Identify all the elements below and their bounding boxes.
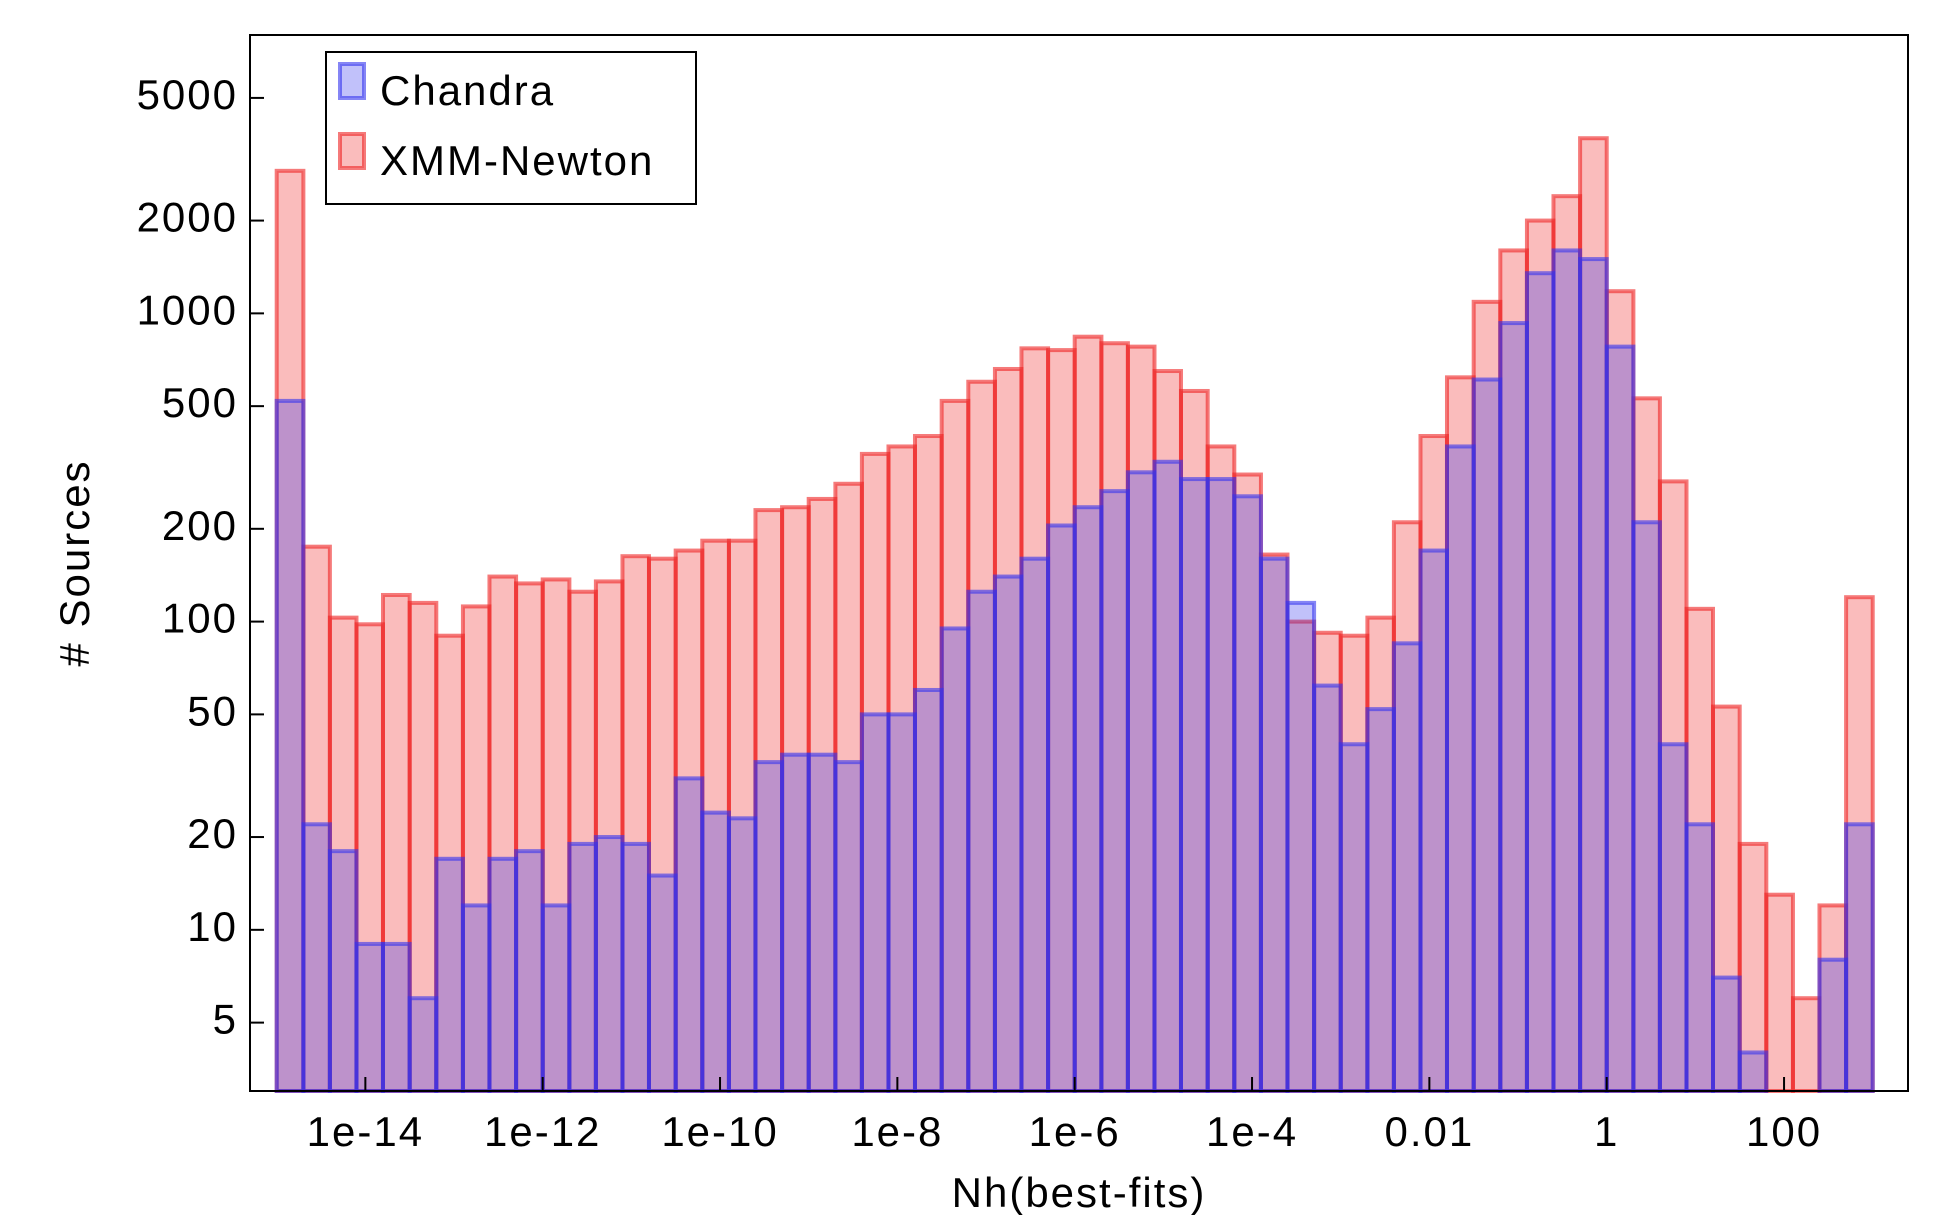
bar: [1312, 683, 1343, 1093]
bar: [806, 752, 838, 1093]
bar: [1391, 641, 1423, 1093]
plot-frame: [249, 34, 1909, 1092]
bar: [1578, 257, 1609, 1094]
y-tick-label: 200: [162, 502, 238, 549]
bar: [487, 856, 519, 1094]
x-tick-label: 0.01: [1385, 1108, 1475, 1155]
bar: [593, 835, 625, 1094]
bar: [1046, 523, 1077, 1093]
legend-frame: [325, 51, 697, 205]
y-tick-label: 5: [213, 996, 238, 1043]
bar: [1152, 459, 1183, 1094]
bar: [1232, 494, 1263, 1093]
bar: [327, 849, 359, 1093]
x-tick-label: 1e-10: [661, 1108, 778, 1155]
bar: [886, 712, 917, 1094]
bar: [859, 712, 891, 1094]
bar: [1764, 892, 1795, 1093]
bar: [1790, 996, 1822, 1094]
bar: [673, 776, 705, 1094]
y-tick-label: 50: [187, 687, 238, 734]
bar: [1338, 742, 1370, 1094]
bar: [700, 810, 731, 1093]
y-tick-label: 20: [187, 810, 238, 857]
bar: [1285, 600, 1317, 1093]
legend-swatch: [338, 62, 366, 100]
bar: [939, 626, 971, 1094]
bar: [460, 903, 492, 1093]
legend-swatch: [338, 132, 366, 170]
bar: [1524, 271, 1556, 1093]
bar: [1444, 444, 1476, 1093]
bar: [1471, 377, 1503, 1093]
bar: [1019, 556, 1051, 1093]
bar: [1684, 606, 1715, 1093]
y-tick-label: 2000: [137, 194, 238, 241]
y-tick-label: 100: [162, 595, 238, 642]
x-tick-label: 100: [1746, 1108, 1822, 1155]
bar: [540, 903, 572, 1093]
y-tick-label: 1000: [137, 286, 238, 333]
y-axis-label: # Sources: [51, 459, 98, 666]
x-tick-label: 1e-4: [1206, 1108, 1298, 1155]
x-tick-label: 1e-14: [307, 1108, 424, 1155]
bar: [354, 941, 385, 1093]
bar: [1604, 344, 1636, 1094]
bar: [514, 849, 545, 1093]
bar: [1551, 248, 1583, 1094]
bar: [407, 996, 439, 1094]
y-tick-label: 5000: [137, 71, 238, 118]
bar: [434, 856, 465, 1094]
bar: [753, 508, 785, 1093]
bar: [1657, 742, 1689, 1094]
bar: [1817, 957, 1849, 1093]
bar: [1258, 556, 1290, 1093]
bar: [833, 760, 864, 1093]
bar: [1178, 477, 1210, 1093]
bar: [646, 873, 678, 1094]
x-tick-label: 1e-6: [1029, 1108, 1121, 1155]
x-tick-label: 1e-12: [484, 1108, 601, 1155]
legend-label: XMM-Newton: [380, 137, 654, 184]
bar: [1418, 548, 1449, 1093]
bar: [1125, 470, 1157, 1093]
bar: [1205, 444, 1237, 1093]
bar: [514, 581, 545, 1094]
bar: [1684, 822, 1715, 1093]
bar: [1099, 489, 1130, 1093]
bar: [274, 398, 306, 1093]
legend-label: Chandra: [380, 67, 555, 114]
bar: [1498, 321, 1529, 1094]
x-tick-label: 1e-8: [851, 1108, 943, 1155]
bar: [992, 574, 1024, 1093]
bar: [1631, 520, 1662, 1093]
bar: [620, 841, 651, 1093]
y-tick-label: 10: [187, 903, 238, 950]
bar: [567, 841, 598, 1093]
bar: [1072, 505, 1104, 1093]
bar: [380, 941, 412, 1093]
bar: [1205, 477, 1237, 1093]
bar: [726, 816, 758, 1093]
x-axis-label: Nh(best-fits): [952, 1169, 1207, 1215]
bar: [1072, 334, 1104, 1094]
bar: [753, 760, 785, 1093]
bar: [460, 604, 492, 1093]
bar: [301, 822, 332, 1093]
x-tick-label: 1: [1594, 1108, 1619, 1155]
bar: [1710, 975, 1742, 1093]
bar: [912, 687, 944, 1093]
bar: [966, 589, 997, 1094]
bar: [859, 451, 891, 1094]
bar: [1844, 822, 1875, 1093]
bar: [1737, 1050, 1769, 1093]
y-tick-label: 500: [162, 379, 238, 426]
bar: [1365, 707, 1396, 1094]
bar: [780, 752, 811, 1093]
